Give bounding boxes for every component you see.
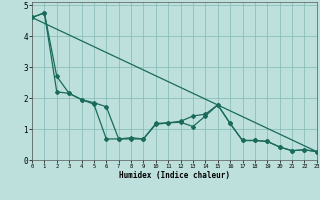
- X-axis label: Humidex (Indice chaleur): Humidex (Indice chaleur): [119, 171, 230, 180]
